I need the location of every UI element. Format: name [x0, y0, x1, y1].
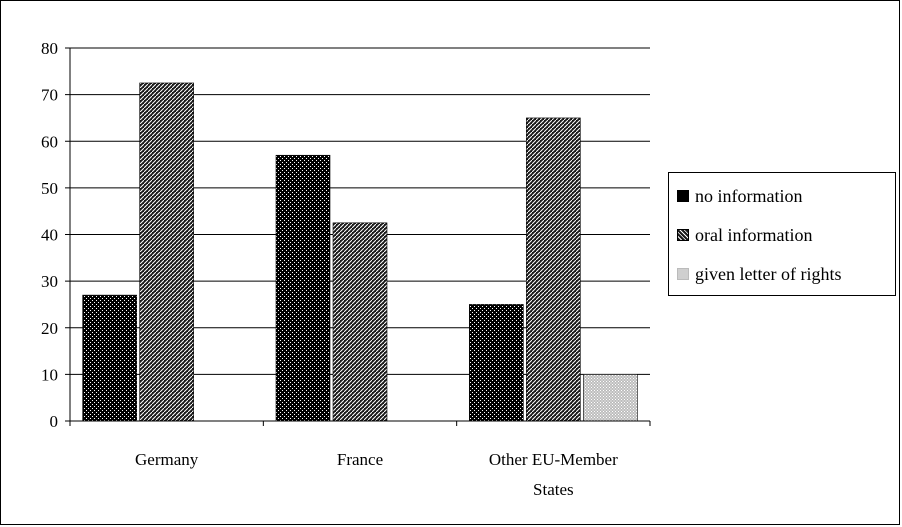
legend-label-oral-information: oral information	[695, 224, 813, 245]
x-category-label: France	[337, 450, 383, 469]
y-tick-label: 20	[41, 319, 58, 338]
bar-oral-information-germany	[139, 82, 194, 422]
bar-given-letter-of-rights-other-eu-member-states	[583, 374, 638, 422]
y-tick-label: 30	[41, 272, 58, 291]
bars	[82, 82, 638, 422]
y-tick-label: 10	[41, 365, 58, 384]
legend-label-given-letter-of-rights: given letter of rights	[695, 263, 842, 284]
bar-oral-information-france	[332, 222, 388, 422]
y-tick-label: 0	[50, 412, 59, 431]
legend-item-oral-information: oral information	[677, 224, 812, 246]
y-tick-labels: 0 10 20 30 40 50 60 70 80	[41, 39, 58, 431]
legend-swatch-no-information	[677, 190, 689, 202]
x-category-label: States	[533, 480, 574, 499]
legend-item-no-information: no information	[677, 185, 802, 207]
bar-no-information-france	[275, 154, 331, 422]
axes	[65, 47, 651, 426]
bar-oral-information-other-eu-member-states	[526, 117, 581, 422]
x-category-label: Germany	[135, 450, 199, 469]
legend-item-given-letter-of-rights: given letter of rights	[677, 263, 841, 285]
y-tick-label: 80	[41, 39, 58, 58]
bar-no-information-other-eu-member-states	[469, 304, 524, 422]
x-category-labels: Germany France Other EU-Member States	[135, 450, 618, 499]
legend-label-no-information: no information	[695, 185, 803, 206]
x-category-label: Other EU-Member	[489, 450, 618, 469]
y-tick-label: 70	[41, 86, 58, 105]
legend-swatch-oral-information	[677, 229, 689, 241]
y-tick-label: 60	[41, 132, 58, 151]
legend: no information oral information given le…	[668, 172, 896, 296]
y-tick-label: 50	[41, 179, 58, 198]
y-tick-label: 40	[41, 226, 58, 245]
legend-swatch-given-letter-of-rights	[677, 268, 689, 280]
bar-no-information-germany	[82, 294, 137, 422]
